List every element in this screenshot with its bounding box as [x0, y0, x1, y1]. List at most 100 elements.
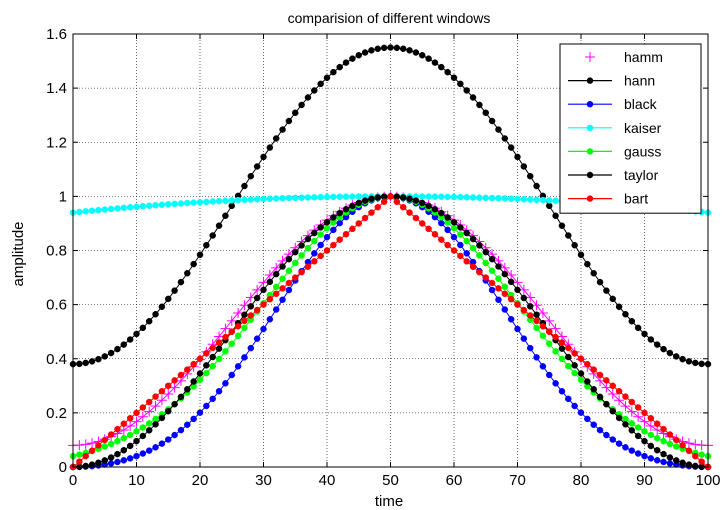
data-point [285, 117, 293, 125]
data-point [558, 345, 566, 352]
data-point [514, 195, 521, 203]
data-point [476, 101, 483, 109]
data-point [342, 59, 350, 66]
y-axis-label: amplitude [10, 221, 27, 286]
data-point [323, 247, 331, 254]
data-point [457, 80, 464, 88]
data-point [628, 420, 636, 427]
data-point [374, 45, 382, 53]
data-point [577, 370, 585, 377]
data-point [596, 393, 604, 401]
data-point [126, 204, 134, 211]
x-tick-label: 60 [446, 472, 463, 489]
data-point [158, 201, 166, 209]
data-point [184, 199, 191, 207]
data-point [80, 439, 91, 450]
data-point [203, 369, 210, 377]
data-point [82, 359, 89, 367]
data-point [101, 206, 108, 213]
data-point [323, 193, 331, 201]
data-point [387, 193, 394, 200]
data-point [596, 426, 604, 434]
data-point [603, 377, 610, 384]
data-point [285, 255, 293, 263]
data-point [285, 194, 293, 202]
data-point [203, 241, 210, 249]
y-tick-label: 0.8 [46, 243, 67, 260]
data-point [156, 395, 167, 406]
data-point [247, 312, 255, 319]
data-point [660, 450, 667, 458]
data-point [169, 382, 180, 393]
x-tick-label: 10 [128, 472, 145, 489]
data-point [495, 296, 502, 304]
legend-marker [586, 77, 594, 84]
data-point [514, 153, 521, 161]
legend-label: bart [624, 191, 648, 207]
data-point [609, 436, 616, 443]
data-point [584, 415, 591, 423]
axis-ticks: 0 10 20 30 40 50 60 70 80 90 100 0 0.2 0.4 0.6 0.8 1 1.2 1… [46, 26, 720, 489]
data-point [537, 308, 548, 319]
data-point [139, 424, 147, 431]
data-point [330, 214, 337, 221]
data-point [495, 275, 502, 283]
data-point [577, 376, 585, 384]
data-point [114, 205, 121, 212]
data-point [577, 355, 585, 362]
data-point [565, 395, 572, 403]
data-point [633, 411, 644, 422]
data-point [457, 252, 464, 260]
data-point [399, 45, 407, 53]
data-point [209, 353, 216, 361]
data-point [125, 420, 136, 431]
data-point [628, 398, 636, 406]
data-point [552, 197, 559, 205]
data-point [685, 461, 693, 468]
data-point [514, 325, 521, 333]
data-point [234, 363, 242, 370]
data-point [507, 278, 515, 286]
data-point [228, 197, 235, 204]
data-point [330, 226, 337, 234]
data-point [653, 420, 661, 427]
data-point [336, 63, 343, 71]
data-point [222, 380, 229, 387]
data-point [76, 451, 83, 458]
data-point [666, 440, 674, 448]
x-tick-label: 20 [192, 472, 209, 489]
data-point [190, 260, 197, 268]
data-point [558, 388, 566, 395]
data-point [526, 344, 534, 352]
data-point [533, 317, 540, 325]
data-point [520, 163, 528, 170]
data-point [233, 308, 244, 319]
data-point [463, 229, 470, 237]
data-point [634, 324, 642, 332]
data-point [330, 241, 337, 249]
data-point [76, 458, 83, 465]
data-point [349, 193, 356, 200]
data-point [120, 447, 128, 454]
data-point [177, 200, 185, 207]
data-point [596, 278, 604, 286]
data-point [215, 197, 223, 205]
data-point [323, 74, 331, 82]
data-point [317, 252, 324, 260]
data-point [120, 341, 128, 348]
data-point [450, 233, 458, 241]
data-point [614, 395, 625, 406]
data-point [584, 260, 591, 268]
data-point [158, 303, 166, 311]
data-point [253, 306, 261, 314]
data-point [380, 198, 388, 206]
data-point [317, 241, 324, 249]
data-point [609, 407, 616, 415]
data-point [323, 218, 331, 226]
data-point [285, 286, 293, 294]
data-point [177, 393, 185, 401]
data-point [571, 402, 578, 410]
data-point [641, 409, 648, 417]
data-point [107, 431, 115, 438]
data-point [622, 421, 629, 428]
